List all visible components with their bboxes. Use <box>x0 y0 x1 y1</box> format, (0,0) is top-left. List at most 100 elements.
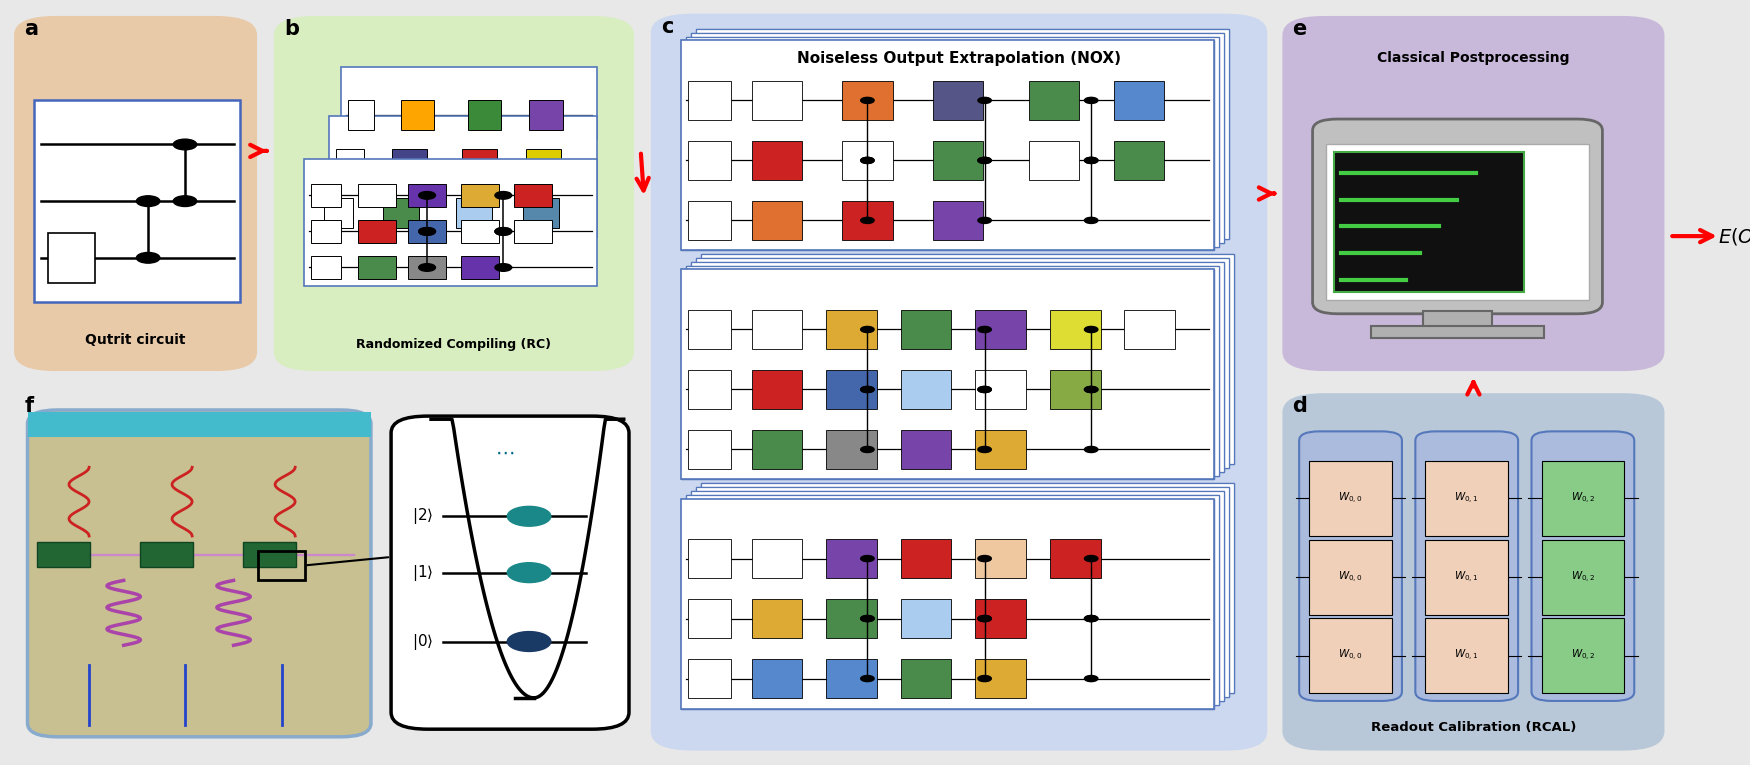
FancyBboxPatch shape <box>702 254 1234 464</box>
FancyBboxPatch shape <box>681 41 1214 250</box>
FancyBboxPatch shape <box>1050 370 1101 409</box>
FancyBboxPatch shape <box>696 29 1228 239</box>
FancyBboxPatch shape <box>751 310 802 349</box>
FancyBboxPatch shape <box>681 41 1214 250</box>
FancyBboxPatch shape <box>696 258 1228 468</box>
FancyBboxPatch shape <box>1125 310 1174 349</box>
FancyBboxPatch shape <box>467 100 500 130</box>
Circle shape <box>861 616 873 622</box>
FancyBboxPatch shape <box>691 491 1223 701</box>
FancyBboxPatch shape <box>751 539 802 578</box>
FancyBboxPatch shape <box>1334 152 1524 292</box>
Text: $W_{0,0}$: $W_{0,0}$ <box>1339 570 1363 584</box>
FancyBboxPatch shape <box>14 16 257 371</box>
Circle shape <box>861 386 873 392</box>
FancyBboxPatch shape <box>312 184 341 207</box>
Circle shape <box>978 616 990 622</box>
FancyBboxPatch shape <box>826 310 877 349</box>
FancyBboxPatch shape <box>751 430 802 469</box>
Circle shape <box>173 196 196 207</box>
FancyBboxPatch shape <box>462 149 497 179</box>
FancyBboxPatch shape <box>460 256 499 278</box>
FancyBboxPatch shape <box>933 81 984 120</box>
FancyBboxPatch shape <box>336 149 364 179</box>
FancyBboxPatch shape <box>702 483 1234 693</box>
FancyBboxPatch shape <box>312 256 341 278</box>
Circle shape <box>861 386 873 392</box>
FancyBboxPatch shape <box>688 81 732 120</box>
FancyBboxPatch shape <box>933 201 984 240</box>
Text: Noiseless Output Extrapolation (NOX): Noiseless Output Extrapolation (NOX) <box>796 51 1122 67</box>
Circle shape <box>495 228 511 236</box>
Circle shape <box>861 158 873 164</box>
Circle shape <box>1085 158 1097 164</box>
Circle shape <box>861 616 873 622</box>
Text: e: e <box>1293 19 1307 39</box>
FancyBboxPatch shape <box>1542 618 1624 693</box>
FancyBboxPatch shape <box>686 265 1218 476</box>
Circle shape <box>978 555 990 562</box>
FancyBboxPatch shape <box>1113 81 1164 120</box>
FancyBboxPatch shape <box>696 258 1228 468</box>
FancyBboxPatch shape <box>901 599 952 638</box>
FancyBboxPatch shape <box>390 416 628 729</box>
FancyBboxPatch shape <box>681 41 1214 250</box>
Circle shape <box>1085 386 1097 392</box>
FancyBboxPatch shape <box>901 430 952 469</box>
FancyBboxPatch shape <box>901 659 952 698</box>
Text: a: a <box>24 19 38 39</box>
FancyBboxPatch shape <box>401 100 434 130</box>
FancyBboxPatch shape <box>528 100 562 130</box>
Text: $W_{0,1}$: $W_{0,1}$ <box>1454 491 1479 506</box>
FancyBboxPatch shape <box>901 370 952 409</box>
Circle shape <box>495 228 511 236</box>
Text: $W_{0,0}$: $W_{0,0}$ <box>1339 491 1363 506</box>
FancyBboxPatch shape <box>681 499 1214 708</box>
FancyBboxPatch shape <box>341 67 597 139</box>
FancyBboxPatch shape <box>751 81 802 120</box>
Circle shape <box>495 264 511 272</box>
Circle shape <box>978 386 990 392</box>
FancyBboxPatch shape <box>681 269 1214 480</box>
FancyBboxPatch shape <box>826 370 877 409</box>
Text: Classical Postprocessing: Classical Postprocessing <box>1377 50 1570 65</box>
FancyBboxPatch shape <box>681 499 1214 708</box>
FancyBboxPatch shape <box>28 412 371 437</box>
FancyBboxPatch shape <box>273 16 634 371</box>
FancyBboxPatch shape <box>691 262 1223 472</box>
FancyBboxPatch shape <box>1050 539 1101 578</box>
FancyBboxPatch shape <box>842 201 892 240</box>
FancyBboxPatch shape <box>933 141 984 180</box>
FancyBboxPatch shape <box>1298 431 1402 701</box>
FancyBboxPatch shape <box>688 201 732 240</box>
FancyBboxPatch shape <box>243 542 296 567</box>
Circle shape <box>861 555 873 562</box>
Text: $W_{0,2}$: $W_{0,2}$ <box>1572 491 1594 506</box>
FancyBboxPatch shape <box>460 184 499 207</box>
FancyBboxPatch shape <box>975 310 1026 349</box>
Text: $W_{0,1}$: $W_{0,1}$ <box>1454 648 1479 663</box>
FancyBboxPatch shape <box>1542 461 1624 536</box>
Text: $W_{0,2}$: $W_{0,2}$ <box>1572 570 1594 584</box>
FancyBboxPatch shape <box>826 430 877 469</box>
FancyBboxPatch shape <box>324 198 354 227</box>
Circle shape <box>507 632 551 652</box>
Circle shape <box>1085 97 1097 103</box>
FancyBboxPatch shape <box>696 487 1228 697</box>
FancyBboxPatch shape <box>140 542 192 567</box>
Circle shape <box>418 264 436 272</box>
FancyBboxPatch shape <box>35 100 240 302</box>
FancyBboxPatch shape <box>696 487 1228 697</box>
FancyBboxPatch shape <box>527 149 562 179</box>
Text: f: f <box>24 396 33 416</box>
FancyBboxPatch shape <box>1312 119 1603 314</box>
FancyBboxPatch shape <box>691 33 1223 243</box>
FancyBboxPatch shape <box>751 370 802 409</box>
FancyBboxPatch shape <box>975 430 1026 469</box>
FancyBboxPatch shape <box>751 599 802 638</box>
FancyBboxPatch shape <box>359 256 396 278</box>
Circle shape <box>978 327 990 333</box>
FancyBboxPatch shape <box>901 539 952 578</box>
Circle shape <box>861 217 873 223</box>
FancyBboxPatch shape <box>1426 461 1508 536</box>
